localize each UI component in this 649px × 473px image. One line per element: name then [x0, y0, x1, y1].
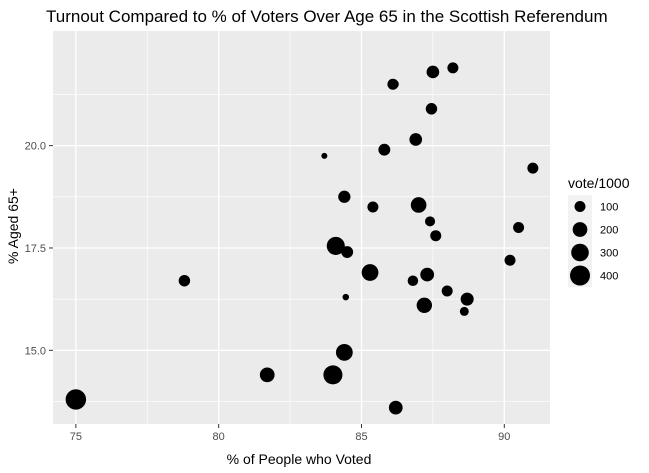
- data-point: [321, 152, 328, 159]
- y-axis-title: % Aged 65+: [5, 188, 21, 264]
- data-point: [425, 216, 436, 227]
- data-point: [410, 197, 427, 213]
- legend-key-point: [570, 265, 590, 286]
- data-point: [513, 222, 525, 233]
- data-point: [459, 306, 469, 316]
- legend-label: 400: [600, 271, 618, 283]
- data-point: [425, 103, 438, 115]
- data-point: [338, 190, 351, 203]
- x-tick-label: 90: [498, 431, 510, 443]
- data-point: [409, 133, 423, 146]
- data-point: [65, 389, 87, 410]
- size-legend: 100 200 300 400: [568, 195, 618, 287]
- y-tick-label: 20.0: [25, 141, 46, 153]
- data-point: [420, 267, 435, 282]
- legend-key-point: [572, 222, 588, 237]
- y-tick-label: 15.0: [25, 345, 46, 357]
- x-tick-label: 80: [213, 431, 225, 443]
- legend-label: 300: [600, 248, 618, 260]
- data-points: [65, 62, 539, 415]
- chart-title: Turnout Compared to % of Voters Over Age…: [46, 7, 608, 26]
- legend-key-point: [574, 201, 586, 212]
- data-point: [460, 292, 474, 306]
- data-point: [504, 254, 516, 266]
- x-tick-label: 75: [70, 431, 82, 443]
- legend-label: 100: [600, 202, 618, 214]
- major-gridlines: [53, 31, 550, 424]
- data-point: [388, 400, 403, 415]
- y-axis-ticks: 15.0 17.5 20.0: [25, 141, 53, 357]
- data-point: [259, 367, 275, 383]
- data-point: [378, 143, 391, 156]
- x-axis-ticks: 75 80 85 90: [70, 424, 510, 443]
- data-point: [416, 297, 432, 313]
- data-point: [426, 65, 440, 79]
- legend-label: 200: [600, 225, 618, 237]
- data-point: [527, 162, 539, 174]
- y-tick-label: 17.5: [25, 243, 46, 255]
- x-axis-title: % of People who Voted: [227, 451, 372, 467]
- legend-title: vote/1000: [568, 175, 630, 191]
- data-point: [178, 274, 191, 287]
- data-point: [326, 236, 345, 255]
- data-point: [447, 62, 459, 74]
- data-point: [441, 285, 453, 297]
- data-point: [367, 201, 379, 213]
- data-point: [341, 246, 354, 258]
- plot-panel: [53, 31, 550, 424]
- data-point: [389, 79, 399, 89]
- minor-gridlines: [53, 31, 550, 424]
- data-point: [407, 275, 419, 286]
- data-point: [335, 343, 353, 361]
- data-point: [430, 230, 442, 242]
- data-point: [323, 365, 343, 385]
- data-point: [361, 264, 379, 281]
- x-tick-label: 85: [355, 431, 367, 443]
- legend-key-point: [571, 243, 589, 262]
- data-point: [342, 293, 350, 301]
